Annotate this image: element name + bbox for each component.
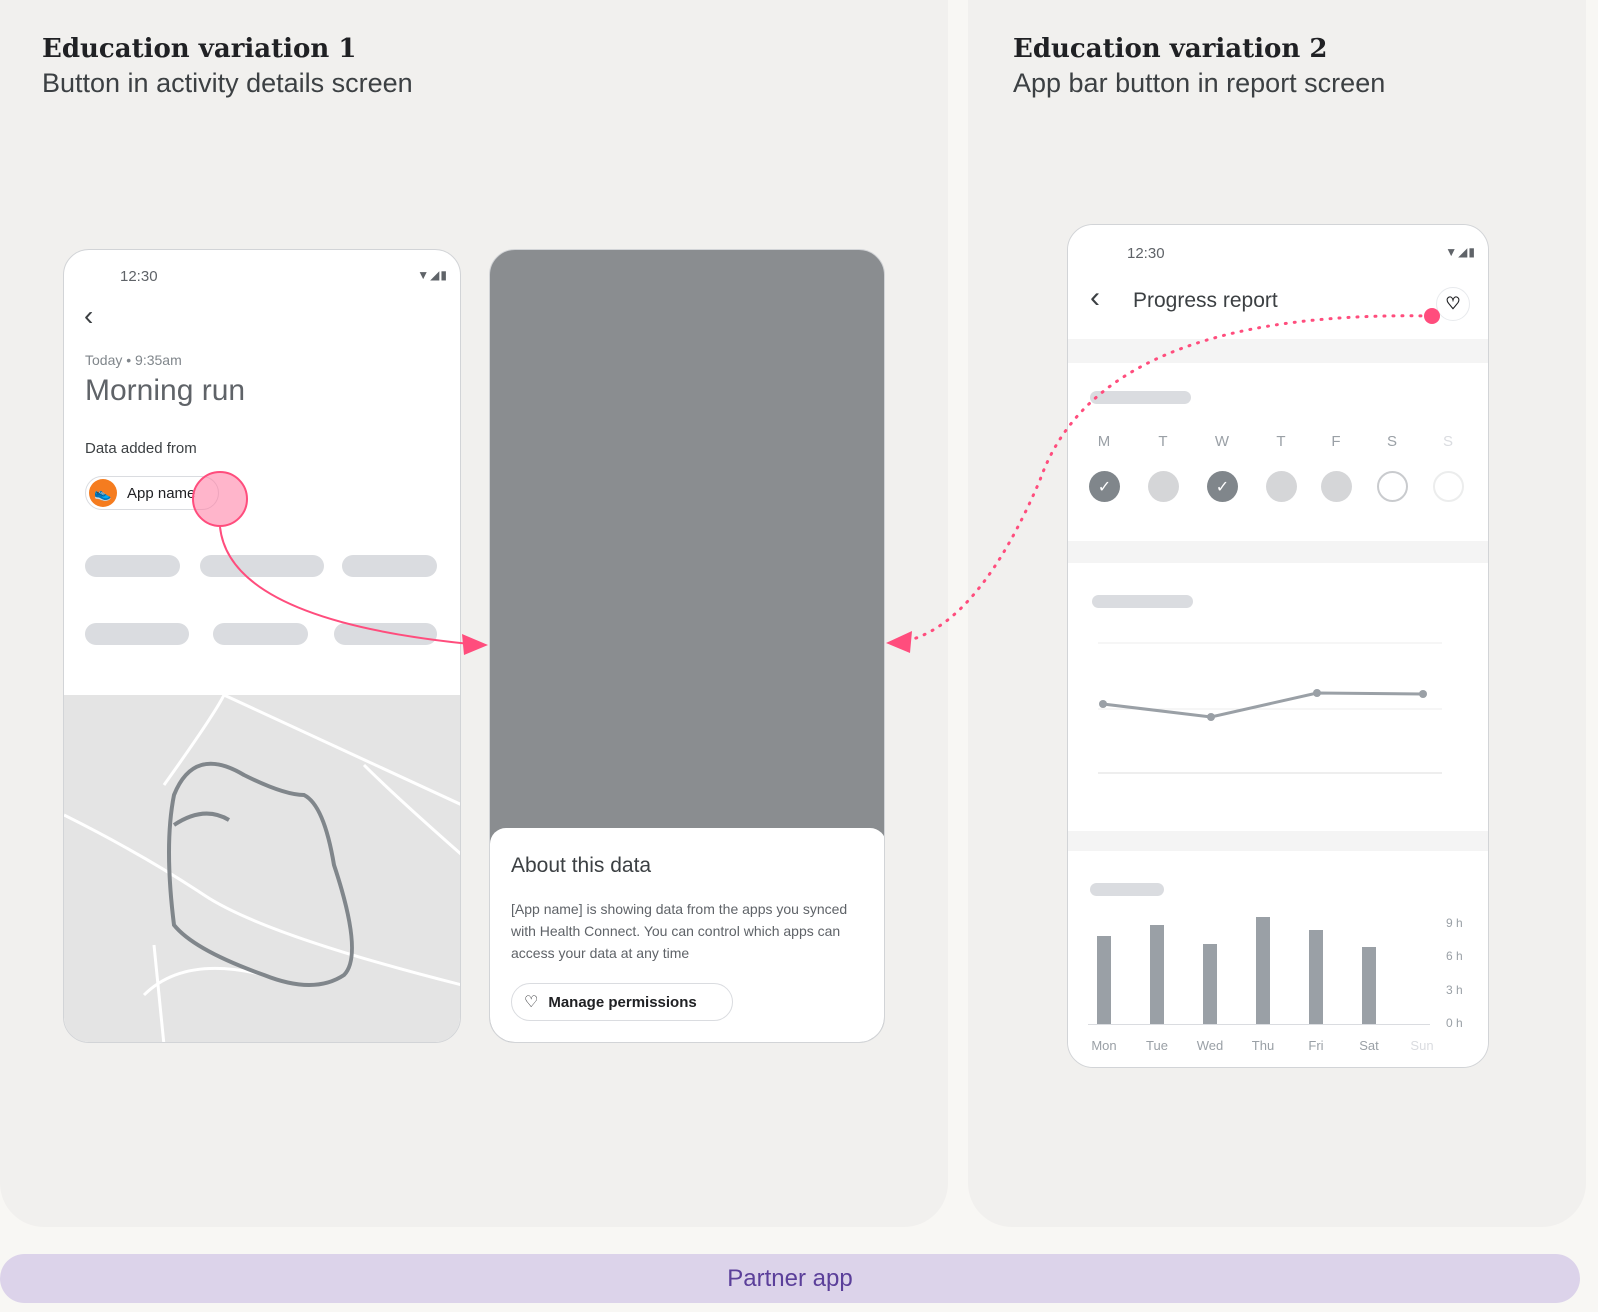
variation1-subtitle: Button in activity details screen xyxy=(42,68,413,98)
day-label: T xyxy=(1276,433,1286,450)
x-tick-label: Tue xyxy=(1146,1038,1168,1053)
app-icon: 👟 xyxy=(89,479,117,507)
line-card xyxy=(1068,563,1488,831)
x-tick-label: Wed xyxy=(1196,1038,1224,1053)
x-tick-label: Sun xyxy=(1410,1038,1434,1053)
sheet-body: [App name] is showing data from the apps… xyxy=(511,901,848,961)
health-connect-icon: ♡ xyxy=(524,994,539,1011)
day-label: T xyxy=(1158,433,1168,450)
status-icons: ▼◢▮ xyxy=(417,268,448,282)
x-tick-label: Thu xyxy=(1251,1038,1275,1053)
bar-card: Mon Tue Wed Thu Fri Sat Sun 0 h 3 h 6 h 9 h xyxy=(1068,851,1488,1067)
y-tick-label: 9 h xyxy=(1446,916,1463,930)
variation2-title: Education variation 2 xyxy=(1013,34,1328,64)
placeholder xyxy=(334,623,437,645)
health-connect-appbar-button[interactable]: ♡ xyxy=(1436,287,1470,321)
report-title: Progress report xyxy=(1133,289,1278,312)
check-icon: ✓ xyxy=(1215,478,1230,496)
footer-bar: Partner app xyxy=(0,1254,1580,1303)
x-tick-label: Mon xyxy=(1091,1038,1117,1053)
progress-report-phone: 12:30 ▼◢▮ ‹ Progress report ♡ M ✓ T W ✓ T F S S … xyxy=(1067,224,1489,1068)
status-time: 12:30 xyxy=(120,268,158,285)
y-tick-label: 0 h xyxy=(1446,1016,1463,1030)
placeholder xyxy=(200,555,324,577)
placeholder xyxy=(85,623,189,645)
day-label: W xyxy=(1214,433,1230,450)
placeholder xyxy=(213,623,308,645)
data-added-label: Data added from xyxy=(85,440,197,457)
bar-mon xyxy=(1097,936,1111,1024)
day-empty-indicator xyxy=(1433,471,1464,502)
bar-baseline xyxy=(1088,1024,1430,1025)
day-label: S xyxy=(1386,433,1397,450)
bar-tue xyxy=(1150,925,1164,1024)
bar-sat xyxy=(1362,947,1376,1024)
days-card: M ✓ T W ✓ T F S S xyxy=(1068,363,1488,541)
y-tick-label: 3 h xyxy=(1446,982,1463,997)
day-label: M xyxy=(1097,433,1111,450)
route-map xyxy=(64,695,460,1042)
bar-fri xyxy=(1309,929,1323,1024)
status-time: 12:30 xyxy=(1127,245,1165,262)
y-tick-label: 6 h xyxy=(1446,949,1463,964)
variation2-subtitle: App bar button in report screen xyxy=(1013,68,1386,98)
day-empty-indicator xyxy=(1377,471,1408,502)
activity-title: Morning run xyxy=(85,374,246,407)
about-data-sheet: About this data [App name] is showing da… xyxy=(490,828,884,1042)
back-icon[interactable]: ‹ xyxy=(1090,281,1100,314)
day-label: S xyxy=(1442,433,1453,450)
x-tick-label: Fri xyxy=(1308,1038,1324,1053)
line-chart xyxy=(1098,642,1442,774)
bar-thu xyxy=(1256,917,1270,1024)
bar-wed xyxy=(1203,944,1217,1024)
status-icons: ▼◢▮ xyxy=(1445,245,1476,259)
day-label: F xyxy=(1331,433,1341,450)
manage-permissions-label: Manage permissions xyxy=(548,993,697,1011)
app-name-label: App name xyxy=(127,484,196,502)
activity-details-phone: 12:30 ▼◢▮ ‹ Today • 9:35am Morning run D… xyxy=(63,249,461,1043)
placeholder xyxy=(1090,883,1164,896)
day-filled-indicator xyxy=(1266,471,1297,502)
day-checked-indicator: ✓ xyxy=(1089,471,1120,502)
tap-indicator xyxy=(192,471,248,527)
check-icon: ✓ xyxy=(1097,478,1112,496)
placeholder xyxy=(85,555,180,577)
manage-permissions-button[interactable]: ♡ Manage permissions xyxy=(511,983,733,1021)
sheet-title: About this data xyxy=(511,854,652,877)
day-filled-indicator xyxy=(1321,471,1352,502)
placeholder xyxy=(1090,391,1191,404)
about-data-phone: About this data [App name] is showing da… xyxy=(489,249,885,1043)
app-name-chip[interactable]: 👟 App name xyxy=(85,476,219,510)
back-icon[interactable]: ‹ xyxy=(84,300,94,331)
variation1-title: Education variation 1 xyxy=(42,34,357,64)
day-checked-indicator: ✓ xyxy=(1207,471,1238,502)
footer-label: Partner app xyxy=(727,1264,853,1292)
activity-date: Today • 9:35am xyxy=(85,352,182,368)
day-filled-indicator xyxy=(1148,471,1179,502)
x-tick-label: Sat xyxy=(1359,1038,1379,1053)
app-bar xyxy=(1068,225,1488,339)
placeholder xyxy=(342,555,437,577)
